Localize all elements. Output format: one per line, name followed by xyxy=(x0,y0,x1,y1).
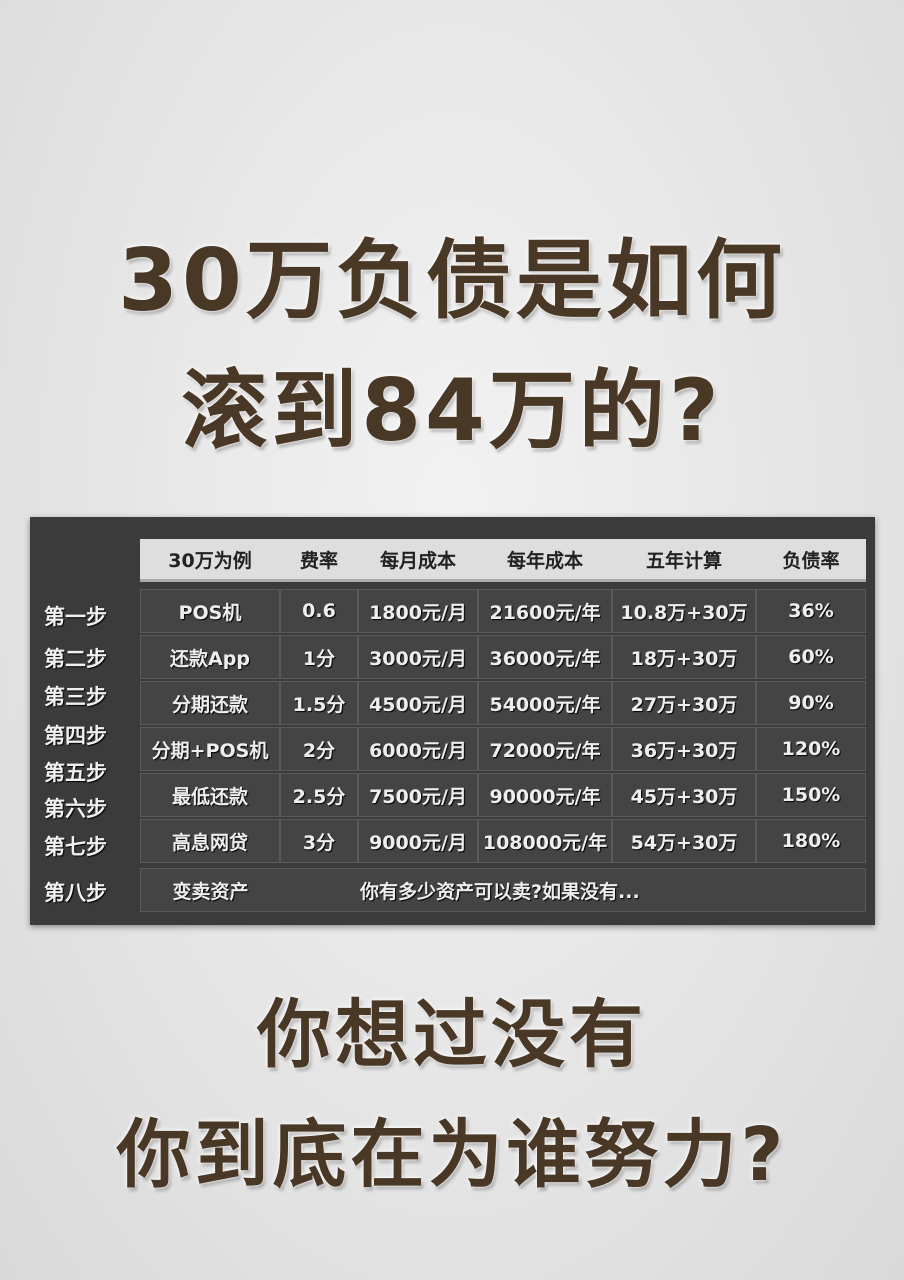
table-cell: 10.8万+30万 xyxy=(612,589,756,633)
table-cell: 150% xyxy=(756,773,866,817)
debt-table: 30万为例 费率 每月成本 每年成本 五年计算 负债率 POS机 0.6 1800元… xyxy=(30,517,875,925)
step-label: 第三步 xyxy=(44,685,107,709)
table-cell: POS机 xyxy=(140,589,280,633)
closing-line-1: 你想过没有 xyxy=(257,992,647,1078)
table-cell: 3分 xyxy=(280,819,358,863)
header-cell: 每年成本 xyxy=(506,549,583,572)
table-cell: 54000元/年 xyxy=(478,681,612,725)
table-row: 最低还款 2.5分 7500元/月 90000元/年 45万+30万 150% xyxy=(140,773,866,817)
step-label: 第五步 xyxy=(44,761,107,785)
table-cell: 0.6 xyxy=(280,589,358,633)
table-cell: 60% xyxy=(756,635,866,679)
headline-line-1: 30万负债是如何 xyxy=(118,231,786,331)
step-label: 第六步 xyxy=(44,797,107,821)
step-label: 第一步 xyxy=(44,605,107,629)
table-cell: 54万+30万 xyxy=(612,819,756,863)
table-row: 高息网贷 3分 9000元/月 108000元/年 54万+30万 180% xyxy=(140,819,866,863)
header-cell: 每月成本 xyxy=(379,549,456,572)
header-cell: 负债率 xyxy=(782,549,840,572)
table-cell: 120% xyxy=(756,727,866,771)
table-row: 还款App 1分 3000元/月 36000元/年 18万+30万 60% xyxy=(140,635,866,679)
table-body: POS机 0.6 1800元/月 21600元/年 10.8万+30万 36% 还款App 1… xyxy=(140,589,866,865)
step-label: 第四步 xyxy=(44,724,107,748)
table-cell: 2.5分 xyxy=(280,773,358,817)
table-cell: 还款App xyxy=(140,635,280,679)
table-cell: 90% xyxy=(756,681,866,725)
table-cell: 1800元/月 xyxy=(358,589,478,633)
table-cell: 180% xyxy=(756,819,866,863)
table-cell: 变卖资产 xyxy=(140,868,280,912)
table-cell: 108000元/年 xyxy=(478,819,612,863)
table-row-last: 变卖资产 你有多少资产可以卖?如果没有... xyxy=(140,868,866,912)
table-row: 分期+POS机 2分 6000元/月 72000元/年 36万+30万 120% xyxy=(140,727,866,771)
table-cell: 36% xyxy=(756,589,866,633)
table-cell: 7500元/月 xyxy=(358,773,478,817)
table-cell: 27万+30万 xyxy=(612,681,756,725)
table-header: 30万为例 费率 每月成本 每年成本 五年计算 负债率 xyxy=(140,539,866,582)
header-cell: 30万为例 xyxy=(168,549,252,572)
table-cell: 高息网贷 xyxy=(140,819,280,863)
table-cell: 72000元/年 xyxy=(478,727,612,771)
step-label: 第八步 xyxy=(44,881,107,905)
table-cell: 3000元/月 xyxy=(358,635,478,679)
table-cell: 90000元/年 xyxy=(478,773,612,817)
closing-line-2: 你到底在为谁努力? xyxy=(116,1112,788,1198)
header-cell: 费率 xyxy=(299,549,338,572)
headline-line-2: 滚到84万的? xyxy=(181,361,723,461)
table-cell: 你有多少资产可以卖?如果没有... xyxy=(280,868,866,912)
table-cell: 2分 xyxy=(280,727,358,771)
table-cell: 分期还款 xyxy=(140,681,280,725)
table-row: 分期还款 1.5分 4500元/月 54000元/年 27万+30万 90% xyxy=(140,681,866,725)
header-cell: 五年计算 xyxy=(645,549,722,572)
table-cell: 45万+30万 xyxy=(612,773,756,817)
table-cell: 9000元/月 xyxy=(358,819,478,863)
step-label: 第七步 xyxy=(44,835,107,859)
table-cell: 6000元/月 xyxy=(358,727,478,771)
table-cell: 4500元/月 xyxy=(358,681,478,725)
table-cell: 分期+POS机 xyxy=(140,727,280,771)
table-cell: 最低还款 xyxy=(140,773,280,817)
table-cell: 1分 xyxy=(280,635,358,679)
table-cell: 36000元/年 xyxy=(478,635,612,679)
step-label: 第二步 xyxy=(44,647,107,671)
table-cell: 21600元/年 xyxy=(478,589,612,633)
table-row: POS机 0.6 1800元/月 21600元/年 10.8万+30万 36% xyxy=(140,589,866,633)
table-cell: 1.5分 xyxy=(280,681,358,725)
table-cell: 36万+30万 xyxy=(612,727,756,771)
table-cell: 18万+30万 xyxy=(612,635,756,679)
